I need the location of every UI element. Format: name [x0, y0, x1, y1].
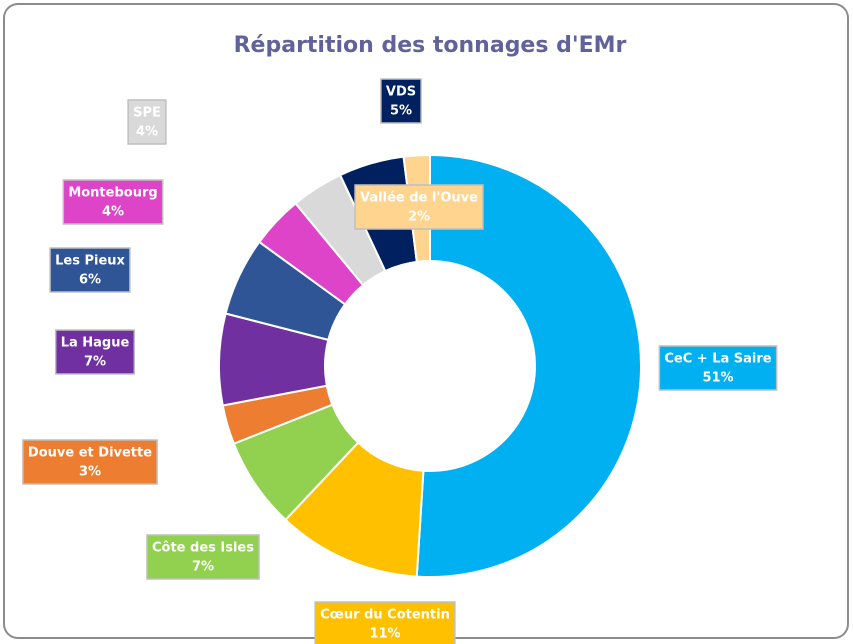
data-label-box — [62, 179, 164, 225]
data-label: Côte des Isles 7% — [146, 534, 260, 580]
donut-slice — [415, 153, 642, 578]
data-label-box — [314, 601, 456, 644]
data-label: VDS 5% — [380, 78, 422, 124]
data-label-value: 5% — [390, 104, 412, 119]
data-label-value: 11% — [369, 627, 400, 642]
data-label: Les Pieux 6% — [49, 247, 131, 293]
data-label-box — [54, 329, 136, 375]
chart-title: Répartition des tonnages d'EMr — [234, 33, 627, 58]
data-label: CeC + La Saire 51% — [658, 345, 778, 391]
data-label-value: 2% — [408, 210, 430, 225]
data-label: Cœur du Cotentin 11% — [314, 601, 456, 644]
data-label-name: Cœur du Cotentin — [320, 608, 450, 623]
data-label-name: Montebourg — [68, 186, 157, 201]
data-label: Montebourg 4% — [62, 179, 164, 225]
data-label: Vallée de l'Ouve 2% — [354, 184, 484, 230]
data-label-name: Côte des Isles — [152, 541, 254, 556]
data-label-value: 4% — [136, 125, 158, 140]
data-label-name: VDS — [386, 85, 416, 100]
data-label-name: La Hague — [61, 336, 130, 351]
data-label-box — [658, 345, 778, 391]
data-label-name: Les Pieux — [55, 254, 125, 269]
data-label-box — [127, 99, 167, 145]
data-label: Douve et Divette 3% — [22, 439, 158, 485]
data-label-value: 4% — [102, 205, 124, 220]
data-label-box — [146, 534, 260, 580]
data-label-name: Douve et Divette — [28, 446, 152, 461]
data-label-name: Vallée de l'Ouve — [360, 191, 478, 206]
data-label-value: 7% — [84, 355, 106, 370]
data-label-box — [49, 247, 131, 293]
data-label-value: 51% — [702, 371, 733, 386]
data-label-box — [22, 439, 158, 485]
data-label-box — [354, 184, 484, 230]
data-label: La Hague 7% — [54, 329, 136, 375]
data-label-value: 7% — [192, 560, 214, 575]
data-label-value: 3% — [79, 465, 101, 480]
data-label-value: 6% — [79, 273, 101, 288]
data-label-name: SPE — [133, 106, 161, 121]
data-label: SPE 4% — [127, 99, 167, 145]
data-label-name: CeC + La Saire — [664, 352, 771, 367]
data-label-box — [380, 78, 422, 124]
